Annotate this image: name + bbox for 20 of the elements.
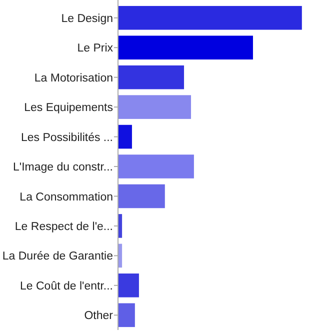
y-tick-label: Les Equipements xyxy=(24,102,114,114)
bar xyxy=(118,95,192,119)
y-tick-label: La Motorisation xyxy=(34,72,113,84)
y-tick-label: Le Coût de l'entr... xyxy=(20,280,113,292)
bar xyxy=(118,65,184,90)
bar xyxy=(118,303,135,328)
y-tick-label: La Durée de Garantie xyxy=(2,250,113,263)
bar xyxy=(118,184,165,208)
bar xyxy=(118,6,302,30)
bar xyxy=(118,154,194,178)
y-tick-label: Le Design xyxy=(61,12,113,25)
y-tick-label: Other xyxy=(84,310,114,322)
bar xyxy=(118,124,132,149)
y-tick-label: Le Respect de l'e... xyxy=(14,220,113,233)
y-tick-label: Les Possibilités ... xyxy=(20,132,113,144)
y-tick-label: Le Prix xyxy=(77,42,114,55)
bar xyxy=(118,36,253,60)
bar xyxy=(118,274,139,298)
y-tick-label: La Consommation xyxy=(20,191,113,204)
y-tick-label: L'Image du constr... xyxy=(12,162,113,174)
